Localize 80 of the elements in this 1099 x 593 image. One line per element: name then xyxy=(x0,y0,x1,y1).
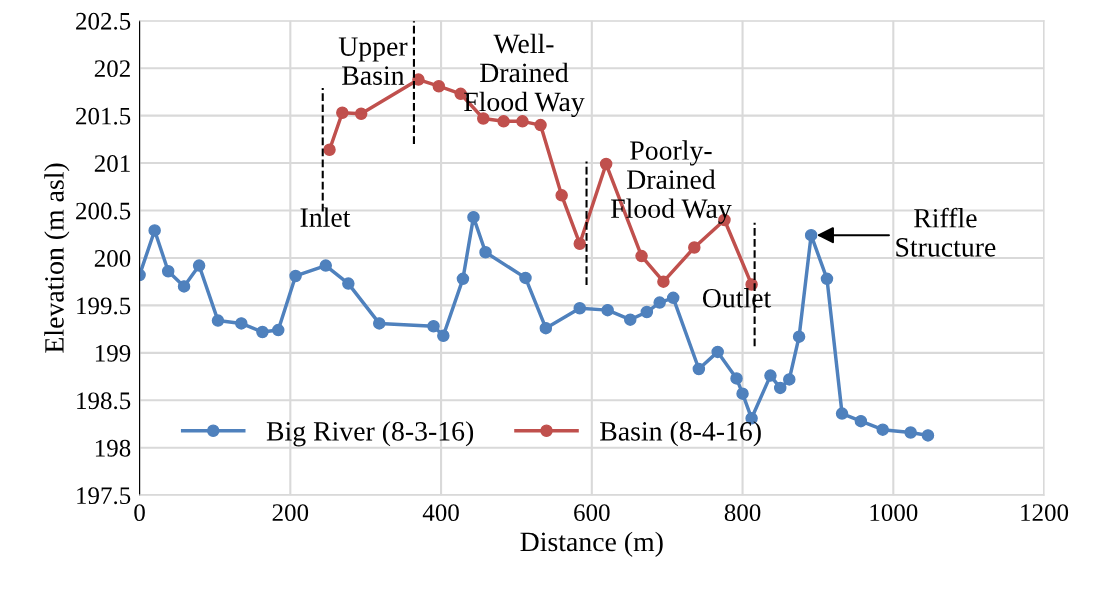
point xyxy=(497,115,510,128)
x-tick-label: 200 xyxy=(272,504,309,522)
x-tick-label: 600 xyxy=(574,504,610,522)
point xyxy=(666,291,680,305)
point xyxy=(711,345,724,359)
annotation: Riffle Structure xyxy=(896,207,996,257)
point xyxy=(323,143,336,157)
y-tick-label: 198 xyxy=(95,439,131,457)
x-tick-label: 1000 xyxy=(870,504,918,522)
point xyxy=(904,426,917,439)
point xyxy=(336,106,349,120)
point xyxy=(516,115,529,128)
x-tick-label: 0 xyxy=(134,504,145,522)
point xyxy=(692,362,706,376)
annotation: Outlet xyxy=(702,288,772,308)
point xyxy=(657,275,670,288)
point xyxy=(601,303,614,317)
y-tick-label: 200 xyxy=(94,250,131,267)
point xyxy=(373,317,386,330)
point xyxy=(456,272,470,286)
point xyxy=(211,314,225,327)
point xyxy=(624,313,637,326)
point xyxy=(599,157,613,171)
point xyxy=(820,272,834,286)
y-tick-label: 202 xyxy=(94,60,130,78)
point xyxy=(539,321,553,335)
point xyxy=(437,329,450,343)
y-tick-label: 202.5 xyxy=(76,12,131,30)
point xyxy=(783,373,796,386)
point xyxy=(289,269,302,283)
y-tick-label: 197.5 xyxy=(77,487,131,505)
point xyxy=(519,271,532,285)
point xyxy=(730,372,743,385)
point xyxy=(876,423,890,436)
point xyxy=(192,259,206,272)
point xyxy=(773,381,787,395)
point xyxy=(354,107,368,120)
point xyxy=(467,210,480,224)
point xyxy=(573,237,587,250)
y-tick-label: 200.5 xyxy=(76,202,131,220)
legend-label: Big River (8-3-16) xyxy=(266,421,474,447)
point xyxy=(432,79,446,93)
point xyxy=(921,429,935,442)
point xyxy=(161,264,175,278)
point xyxy=(792,330,806,343)
point xyxy=(635,249,648,263)
x-tick-label: 800 xyxy=(724,504,761,522)
x-tick-label: 400 xyxy=(422,504,459,522)
point xyxy=(479,246,492,259)
y-tick-label: 198.5 xyxy=(77,392,131,410)
y-axis-title: Elevation (m asl) xyxy=(44,163,70,353)
point xyxy=(177,280,191,293)
annotation: Upper Basin xyxy=(338,37,408,85)
point xyxy=(235,317,248,330)
point xyxy=(427,320,440,333)
y-tick-label: 199 xyxy=(95,344,131,362)
y-tick-label: 199.5 xyxy=(77,297,131,315)
point xyxy=(342,277,355,290)
point xyxy=(804,228,818,242)
y-tick-label: 201.5 xyxy=(76,107,131,125)
annotation: Inlet xyxy=(300,207,351,227)
point xyxy=(319,259,332,272)
point xyxy=(688,241,701,254)
legend-label: Basin (8-4-16) xyxy=(600,421,761,447)
point xyxy=(148,224,161,237)
x-tick-label: 1200 xyxy=(1021,504,1069,522)
x-axis-title: Distance (m) xyxy=(520,531,663,557)
point xyxy=(835,407,849,420)
point xyxy=(573,301,587,315)
point xyxy=(764,369,777,382)
point xyxy=(854,414,868,428)
point xyxy=(640,305,654,319)
point xyxy=(256,325,269,339)
point xyxy=(272,323,285,337)
point xyxy=(736,387,749,400)
point xyxy=(653,296,666,309)
y-tick-label: 201 xyxy=(94,155,130,172)
point xyxy=(555,189,568,202)
point xyxy=(534,118,547,132)
point xyxy=(477,112,490,125)
